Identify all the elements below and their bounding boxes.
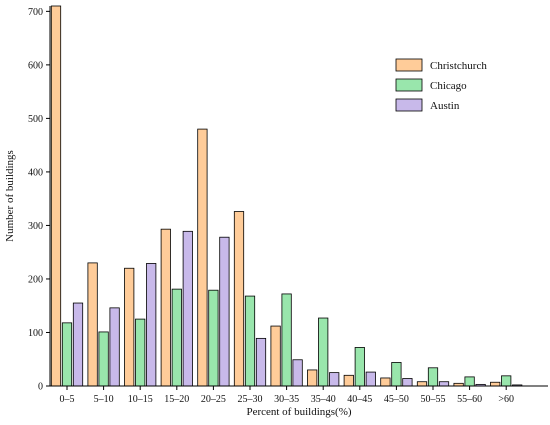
- legend: Christchurch Chicago Austin: [392, 51, 532, 117]
- bar-christchurch-9: [380, 377, 391, 387]
- bar-austin-0: [72, 302, 84, 387]
- bars-layer: [50, 5, 523, 387]
- bar-chicago-1: [98, 331, 109, 387]
- bar-chicago-2: [135, 318, 146, 387]
- bar-christchurch-4: [197, 128, 208, 387]
- x-tick-label: 55–60: [457, 394, 482, 405]
- bar-chicago-7: [318, 317, 329, 387]
- bar-austin-9: [402, 378, 413, 387]
- legend-swatch-christchurch: [395, 58, 423, 72]
- bar-chicago-0: [61, 322, 73, 387]
- y-axis-title: Number of buildings: [4, 150, 16, 242]
- x-tick-label: 35–40: [311, 394, 336, 405]
- legend-label-austin: Austin: [430, 100, 460, 112]
- bar-chicago-9: [391, 362, 402, 387]
- y-tick-label: 500: [28, 114, 43, 125]
- y-tick-label: 600: [28, 60, 43, 71]
- x-tick-label: 45–50: [384, 394, 409, 405]
- y-tick-label: 100: [28, 328, 43, 339]
- bar-austin-3: [182, 230, 193, 387]
- bar-chicago-12: [501, 375, 512, 387]
- legend-label-christchurch: Christchurch: [430, 60, 487, 72]
- bar-christchurch-1: [87, 262, 98, 387]
- legend-swatch-chicago: [395, 78, 423, 92]
- x-ticks: 0–5 5–10 10–15 15–20 20–25 25–30 30–35 35–40 40–…: [60, 386, 514, 405]
- x-tick-label: 40–45: [347, 394, 372, 405]
- bar-christchurch-2: [124, 267, 135, 387]
- x-tick-label: 50–55: [421, 394, 446, 405]
- bar-chicago-5: [244, 295, 256, 387]
- x-tick-label: 25–30: [238, 394, 263, 405]
- bar-chicago-4: [208, 289, 219, 387]
- x-tick-label: 10–15: [128, 394, 153, 405]
- bar-austin-4: [219, 236, 230, 387]
- bar-chicago-3: [171, 288, 182, 387]
- y-ticks: 0 100 200 300 400 500 600 700: [28, 7, 50, 393]
- x-tick-label: 15–20: [164, 394, 189, 405]
- bar-austin-2: [146, 263, 157, 387]
- x-tick-label: 0–5: [60, 394, 75, 405]
- legend-swatch-austin: [395, 98, 423, 112]
- x-axis-title: Percent of buildings(%): [246, 406, 351, 418]
- bar-christchurch-7: [307, 369, 318, 387]
- bar-christchurch-0: [50, 5, 62, 387]
- bar-chicago-6: [281, 293, 292, 387]
- x-tick-label: 30–35: [274, 394, 299, 405]
- bar-christchurch-8: [343, 374, 354, 387]
- x-tick-label: >60: [498, 394, 514, 405]
- bar-christchurch-3: [160, 228, 171, 387]
- bar-christchurch-10: [416, 381, 428, 387]
- y-tick-label: 400: [28, 167, 43, 178]
- bar-christchurch-12: [490, 381, 501, 387]
- bar-austin-10: [438, 381, 450, 387]
- bar-austin-6: [292, 359, 303, 387]
- y-tick-label: 200: [28, 274, 43, 285]
- bar-austin-7: [329, 372, 340, 387]
- bar-austin-8: [365, 371, 376, 387]
- bar-chicago-11: [464, 376, 475, 387]
- x-tick-label: 5–10: [94, 394, 114, 405]
- bar-christchurch-6: [270, 325, 281, 387]
- y-tick-label: 0: [38, 382, 43, 393]
- bar-austin-5: [255, 337, 267, 387]
- bar-austin-1: [109, 307, 120, 387]
- bar-chicago-8: [354, 347, 365, 387]
- bar-chicago-10: [427, 367, 439, 387]
- y-tick-label: 300: [28, 221, 43, 232]
- x-tick-label: 20–25: [201, 394, 226, 405]
- y-tick-label: 700: [28, 7, 43, 18]
- legend-label-chicago: Chicago: [430, 80, 467, 92]
- bar-christchurch-5: [233, 211, 245, 387]
